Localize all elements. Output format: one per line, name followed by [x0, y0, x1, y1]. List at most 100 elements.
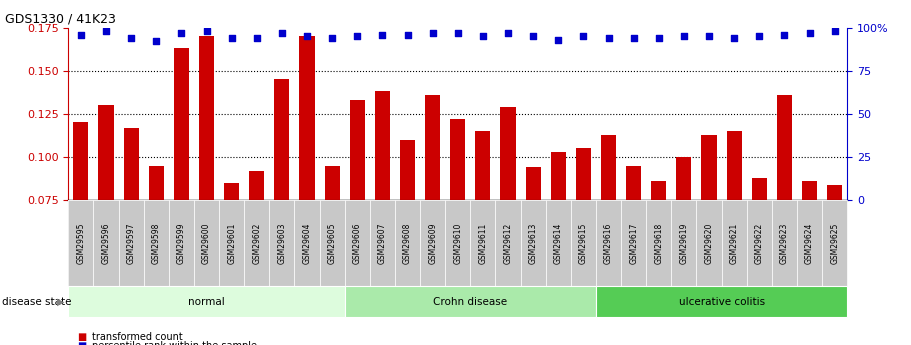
Point — [677, 33, 691, 39]
Point — [450, 30, 465, 36]
Point — [827, 28, 842, 34]
Bar — [450, 119, 466, 329]
Bar — [827, 185, 842, 329]
Text: ■: ■ — [77, 341, 87, 345]
Text: ▶: ▶ — [57, 297, 65, 307]
Bar — [425, 95, 440, 329]
Point — [601, 35, 616, 41]
Bar — [626, 166, 641, 329]
Bar — [601, 135, 616, 329]
Text: ■: ■ — [77, 333, 87, 342]
Bar — [98, 105, 114, 329]
Point — [300, 33, 314, 39]
Text: GSM29609: GSM29609 — [428, 223, 437, 264]
Text: GSM29605: GSM29605 — [328, 223, 337, 264]
Point — [350, 33, 364, 39]
Text: GSM29625: GSM29625 — [830, 223, 839, 264]
Point — [74, 32, 88, 37]
Text: GSM29598: GSM29598 — [152, 223, 160, 264]
Bar — [576, 148, 591, 329]
Text: GSM29600: GSM29600 — [202, 223, 211, 264]
Point — [124, 35, 138, 41]
Text: GSM29621: GSM29621 — [730, 223, 739, 264]
Point — [803, 30, 817, 36]
Point — [777, 32, 792, 37]
Bar — [651, 181, 666, 329]
Text: GSM29616: GSM29616 — [604, 223, 613, 264]
Text: GSM29596: GSM29596 — [101, 223, 110, 264]
Text: GSM29604: GSM29604 — [302, 223, 312, 264]
Bar — [350, 100, 364, 329]
Point — [501, 30, 516, 36]
Point — [224, 35, 239, 41]
Bar — [500, 107, 516, 329]
Text: percentile rank within the sample: percentile rank within the sample — [92, 341, 257, 345]
Bar — [551, 152, 566, 329]
Point — [250, 35, 264, 41]
Text: GSM29599: GSM29599 — [177, 223, 186, 264]
Text: GSM29612: GSM29612 — [504, 223, 513, 264]
Text: GSM29608: GSM29608 — [403, 223, 412, 264]
Point — [476, 33, 490, 39]
Text: GSM29615: GSM29615 — [578, 223, 588, 264]
Bar — [476, 131, 490, 329]
Text: GSM29624: GSM29624 — [805, 223, 814, 264]
Point — [375, 32, 390, 37]
Text: GSM29606: GSM29606 — [353, 223, 362, 264]
Text: ulcerative colitis: ulcerative colitis — [679, 297, 764, 307]
Point — [425, 30, 440, 36]
Point — [576, 33, 590, 39]
Text: GSM29618: GSM29618 — [654, 223, 663, 264]
Text: GSM29602: GSM29602 — [252, 223, 261, 264]
Text: GSM29595: GSM29595 — [77, 223, 86, 264]
Text: GSM29613: GSM29613 — [528, 223, 537, 264]
Text: GSM29610: GSM29610 — [454, 223, 462, 264]
Text: GDS1330 / 41K23: GDS1330 / 41K23 — [5, 12, 116, 25]
Bar — [777, 95, 792, 329]
Point — [752, 33, 766, 39]
Point — [149, 39, 164, 44]
Text: GSM29607: GSM29607 — [378, 223, 387, 264]
Text: normal: normal — [189, 297, 225, 307]
Point — [701, 33, 716, 39]
Text: GSM29597: GSM29597 — [127, 223, 136, 264]
Point — [651, 35, 666, 41]
Bar — [802, 181, 817, 329]
Bar — [300, 36, 314, 329]
Bar — [400, 140, 415, 329]
Text: GSM29603: GSM29603 — [277, 223, 286, 264]
Text: GSM29601: GSM29601 — [227, 223, 236, 264]
Text: GSM29622: GSM29622 — [755, 223, 763, 264]
Text: GSM29611: GSM29611 — [478, 223, 487, 264]
Text: GSM29619: GSM29619 — [680, 223, 689, 264]
Text: GSM29614: GSM29614 — [554, 223, 563, 264]
Bar — [676, 157, 691, 329]
Text: GSM29623: GSM29623 — [780, 223, 789, 264]
Bar — [174, 48, 189, 329]
Point — [274, 30, 289, 36]
Bar — [701, 135, 717, 329]
Bar — [324, 166, 340, 329]
Point — [98, 28, 113, 34]
Bar — [124, 128, 138, 329]
Bar — [74, 122, 88, 329]
Bar — [274, 79, 290, 329]
Point — [174, 30, 189, 36]
Bar — [224, 183, 240, 329]
Point — [200, 28, 214, 34]
Text: GSM29617: GSM29617 — [630, 223, 639, 264]
Text: transformed count: transformed count — [92, 333, 183, 342]
Text: Crohn disease: Crohn disease — [434, 297, 507, 307]
Bar — [250, 171, 264, 329]
Bar — [199, 36, 214, 329]
Point — [526, 33, 540, 39]
Bar — [148, 166, 164, 329]
Bar — [727, 131, 742, 329]
Bar — [374, 91, 390, 329]
Point — [325, 35, 340, 41]
Text: disease state: disease state — [2, 297, 71, 307]
Bar — [752, 178, 767, 329]
Text: GSM29620: GSM29620 — [704, 223, 713, 264]
Point — [400, 32, 415, 37]
Point — [727, 35, 742, 41]
